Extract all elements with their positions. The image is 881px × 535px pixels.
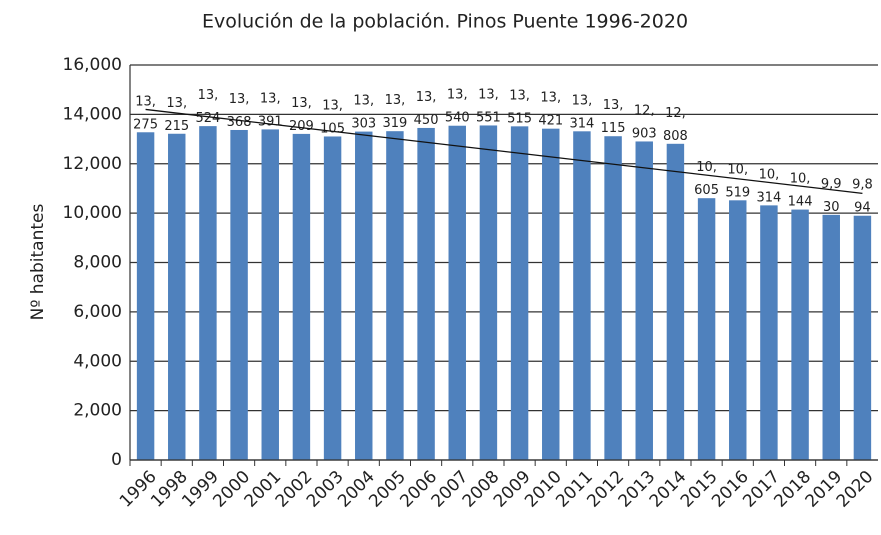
y-tick-label: 0	[111, 450, 122, 470]
bar	[791, 209, 809, 460]
data-label: 13, 368	[227, 92, 252, 130]
bar	[261, 129, 279, 461]
data-label: 13, 450	[414, 90, 439, 128]
data-label: 13, 524	[196, 88, 221, 126]
bar	[604, 136, 622, 460]
bar	[760, 205, 778, 460]
data-label: 13, 551	[476, 87, 501, 125]
data-label: 10, 519	[725, 162, 750, 200]
bar	[230, 129, 248, 461]
bar	[323, 136, 342, 460]
bar	[355, 131, 373, 460]
y-tick-label: 10,000	[63, 203, 122, 223]
data-label: 10, 605	[694, 160, 719, 198]
data-label: 13, 209	[289, 96, 314, 134]
bar	[822, 214, 840, 460]
y-tick-label: 6,000	[73, 302, 122, 322]
data-label: 13, 515	[507, 88, 532, 126]
bar	[136, 132, 155, 460]
data-label: 13, 540	[445, 88, 470, 126]
y-tick-label: 8,000	[73, 253, 122, 273]
bar	[635, 141, 653, 460]
data-label: 13, 314	[570, 93, 595, 131]
y-tick-label: 12,000	[63, 154, 122, 174]
bar	[697, 198, 716, 460]
data-label: 10, 144	[788, 172, 813, 210]
bar	[479, 125, 498, 460]
bar	[292, 133, 311, 460]
y-axis-label: Nº habitantes	[28, 204, 48, 321]
data-label: 13, 303	[351, 94, 376, 132]
data-label: 12, 808	[663, 106, 688, 144]
data-label: 12, 903	[632, 103, 657, 141]
x-tick-label: 2020	[833, 467, 878, 512]
bar	[666, 143, 685, 461]
bar	[573, 131, 591, 461]
data-label: 9,8 94	[852, 178, 873, 216]
data-label: 13, 421	[538, 91, 563, 129]
data-label: 10, 314	[757, 167, 782, 205]
bar	[542, 128, 560, 460]
data-label: 13, 215	[164, 96, 189, 134]
data-label: 13, 275	[133, 94, 158, 132]
bar	[448, 125, 466, 460]
y-tick-label: 4,000	[73, 351, 122, 371]
data-label: 13, 115	[601, 98, 626, 136]
data-label: 13, 105	[320, 98, 345, 136]
y-tick-label: 2,000	[73, 401, 122, 421]
chart-title: Evolución de la población. Pinos Puente …	[202, 11, 688, 33]
y-tick-label: 16,000	[63, 55, 122, 75]
bar	[853, 215, 872, 460]
y-tick-label: 14,000	[63, 104, 122, 124]
bar	[729, 200, 747, 460]
trendline	[145, 108, 863, 195]
data-label: 13, 319	[383, 93, 408, 131]
bar	[386, 131, 404, 460]
bar	[510, 126, 529, 460]
bar	[168, 133, 186, 460]
bar	[417, 127, 435, 460]
data-label: 9,9 30	[821, 177, 842, 215]
data-label: 13, 391	[258, 91, 283, 129]
bar	[199, 126, 217, 460]
